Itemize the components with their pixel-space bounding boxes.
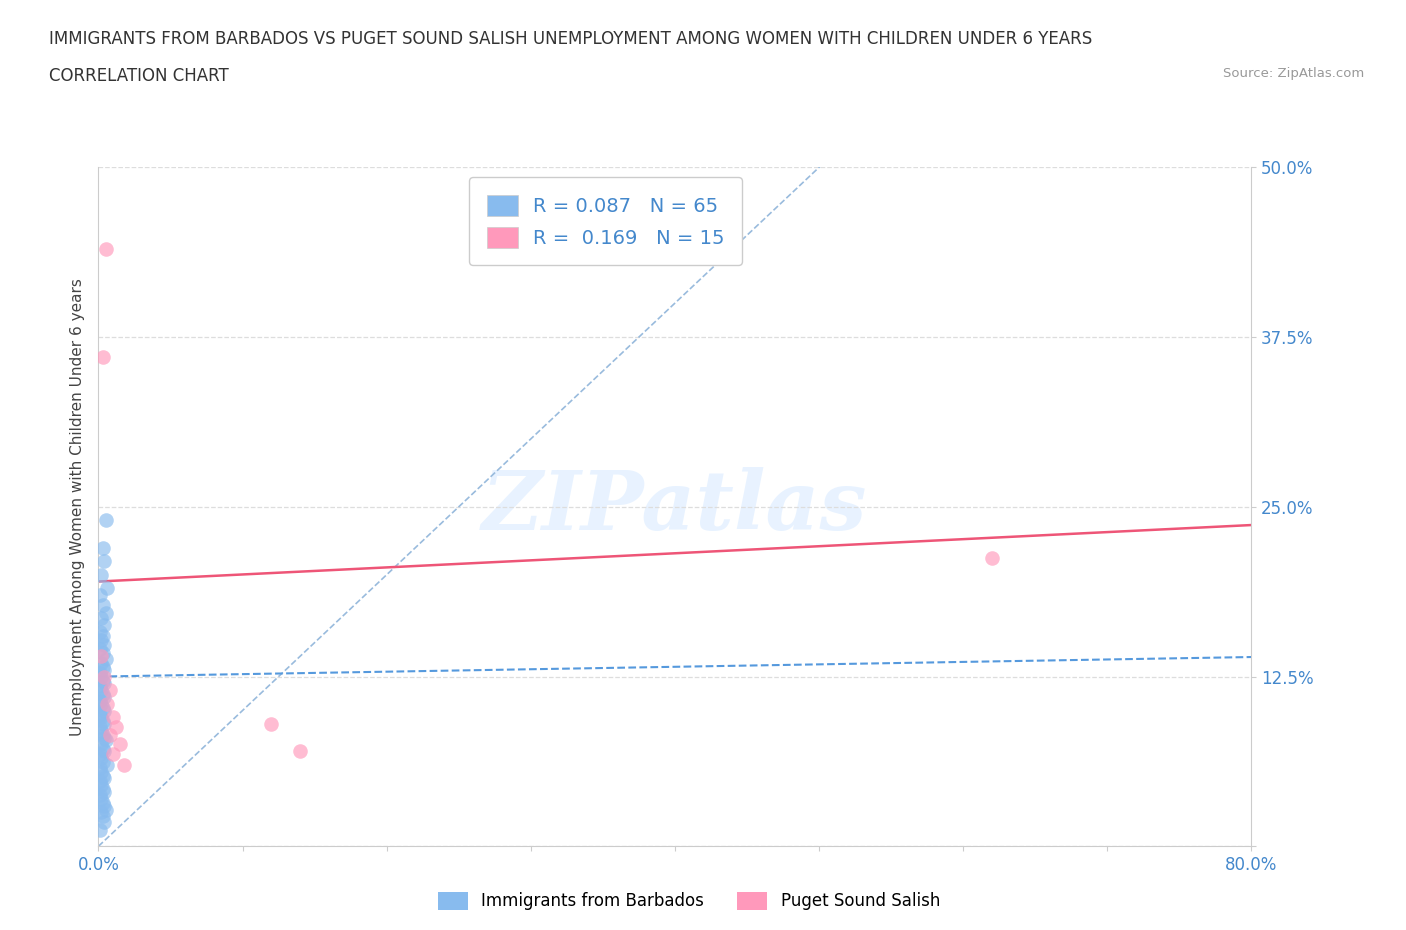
Point: [91, 597, 114, 612]
Text: CORRELATION CHART: CORRELATION CHART: [49, 67, 229, 85]
Point: [91, 659, 114, 674]
Point: [89, 760, 111, 775]
Point: [89, 624, 111, 639]
Point: [89, 642, 111, 657]
Point: [89, 774, 111, 789]
Point: [91, 700, 114, 715]
Point: [91, 782, 114, 797]
Point: [91, 768, 114, 783]
Point: [91, 540, 114, 555]
Point: [90, 777, 112, 792]
Point: [90, 649, 112, 664]
Point: [89, 720, 111, 735]
Point: [96, 697, 118, 711]
Point: [93, 785, 115, 800]
Point: [91, 686, 114, 701]
Point: [93, 730, 115, 745]
Point: [94, 242, 117, 257]
Point: [94, 652, 117, 667]
Point: [93, 676, 115, 691]
Point: [91, 795, 114, 810]
Point: [98, 683, 121, 698]
Point: [91, 741, 114, 756]
Point: [90, 737, 112, 751]
Point: [94, 733, 117, 748]
Point: [91, 809, 114, 824]
Point: [91, 646, 114, 661]
Point: [90, 670, 112, 684]
Point: [89, 679, 111, 694]
Point: [89, 694, 111, 709]
Point: [260, 717, 283, 732]
Point: [93, 689, 115, 704]
Point: [93, 553, 115, 568]
Point: [91, 714, 114, 729]
Point: [93, 703, 115, 718]
Text: Source: ZipAtlas.com: Source: ZipAtlas.com: [1223, 67, 1364, 80]
Point: [93, 670, 115, 684]
Point: [94, 605, 117, 620]
Point: [89, 707, 111, 722]
Point: [91, 754, 114, 769]
Point: [90, 805, 112, 820]
Point: [93, 717, 115, 732]
Point: [108, 737, 131, 751]
Point: [93, 744, 115, 759]
Point: [93, 798, 115, 813]
Point: [93, 662, 115, 677]
Point: [89, 588, 111, 603]
Point: [93, 638, 115, 653]
Point: [93, 771, 115, 786]
Point: [290, 744, 312, 759]
Point: [89, 822, 111, 837]
Point: [89, 788, 111, 803]
Text: IMMIGRANTS FROM BARBADOS VS PUGET SOUND SALISH UNEMPLOYMENT AMONG WOMEN WITH CHI: IMMIGRANTS FROM BARBADOS VS PUGET SOUND …: [49, 30, 1092, 47]
Point: [90, 683, 112, 698]
Point: [98, 727, 121, 742]
Point: [94, 513, 117, 528]
Point: [89, 747, 111, 762]
Point: [112, 757, 135, 772]
Point: [101, 710, 124, 724]
Point: [93, 815, 115, 830]
Point: [104, 720, 127, 735]
Point: [101, 747, 124, 762]
Point: [90, 697, 112, 711]
Point: [93, 618, 115, 632]
Point: [90, 751, 112, 765]
Point: [91, 629, 114, 644]
Point: [94, 803, 117, 817]
Point: [91, 673, 114, 688]
Point: [90, 724, 112, 738]
Legend: Immigrants from Barbados, Puget Sound Salish: Immigrants from Barbados, Puget Sound Sa…: [432, 885, 946, 917]
Point: [91, 350, 114, 365]
Point: [90, 567, 112, 582]
Text: ZIPatlas: ZIPatlas: [482, 467, 868, 547]
Point: [89, 665, 111, 680]
Point: [981, 551, 1004, 565]
Y-axis label: Unemployment Among Women with Children Under 6 years: Unemployment Among Women with Children U…: [69, 278, 84, 736]
Point: [90, 764, 112, 779]
Point: [90, 710, 112, 724]
Point: [90, 791, 112, 806]
Point: [90, 656, 112, 671]
Point: [91, 727, 114, 742]
Point: [96, 581, 118, 596]
Point: [96, 757, 118, 772]
Point: [90, 611, 112, 626]
Legend: R = 0.087   N = 65, R =  0.169   N = 15: R = 0.087 N = 65, R = 0.169 N = 15: [470, 177, 742, 265]
Point: [90, 632, 112, 647]
